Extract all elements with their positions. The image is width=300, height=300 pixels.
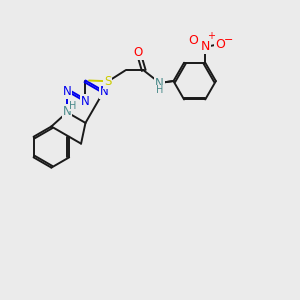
Text: N: N	[63, 85, 71, 98]
Text: O: O	[189, 34, 199, 47]
Text: H: H	[69, 101, 77, 111]
Text: O: O	[134, 46, 143, 59]
Text: N: N	[63, 105, 71, 118]
Text: O: O	[215, 38, 225, 51]
Text: N: N	[100, 85, 108, 98]
Text: +: +	[207, 31, 214, 40]
Text: H: H	[156, 85, 164, 95]
Text: −: −	[224, 35, 233, 45]
Text: N: N	[155, 77, 164, 90]
Text: N: N	[81, 95, 90, 108]
Text: N: N	[201, 40, 210, 53]
Text: S: S	[104, 75, 111, 88]
